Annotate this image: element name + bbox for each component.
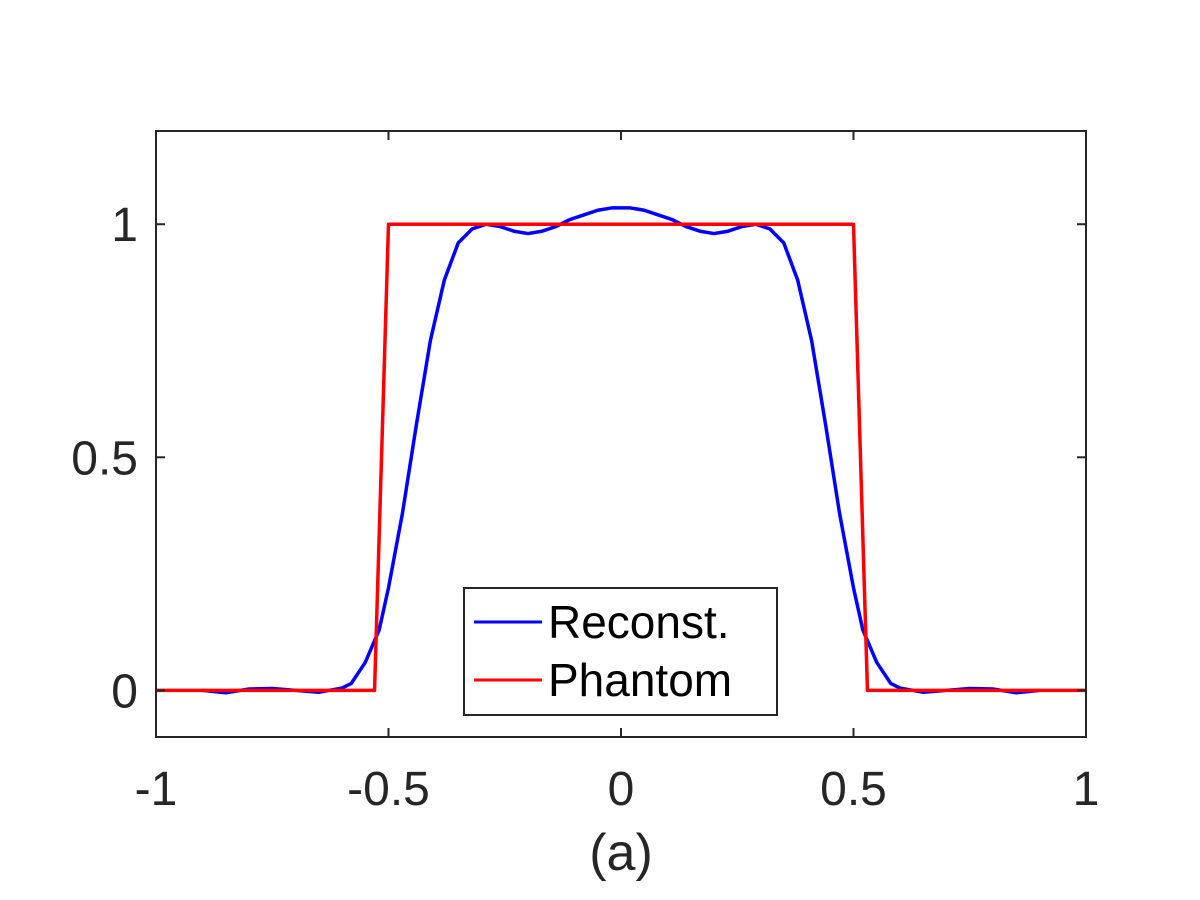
x-tick-label: 0.5: [820, 763, 887, 816]
y-tick-label: 0: [111, 665, 138, 718]
legend-label-reconst: Reconst.: [548, 596, 730, 648]
x-axis-label: (a): [589, 824, 653, 882]
x-tick-label: 1: [1073, 763, 1100, 816]
ticks-layer: -1 -0.5 0 0.5 1 0 0.5 1: [71, 131, 1099, 816]
legend: Reconst. Phantom: [463, 587, 778, 716]
series-layer: [156, 206, 1086, 695]
legend-box: [463, 587, 778, 716]
x-tick-label: 0: [608, 763, 635, 816]
y-tick-label: 0.5: [71, 432, 138, 485]
x-tick-label: -1: [135, 763, 178, 816]
series-line-reconst: [202, 206, 1040, 695]
series-line-phantom: [156, 222, 1086, 693]
legend-label-phantom: Phantom: [548, 654, 732, 706]
x-tick-label: -0.5: [347, 763, 430, 816]
y-tick-label: 1: [111, 199, 138, 252]
